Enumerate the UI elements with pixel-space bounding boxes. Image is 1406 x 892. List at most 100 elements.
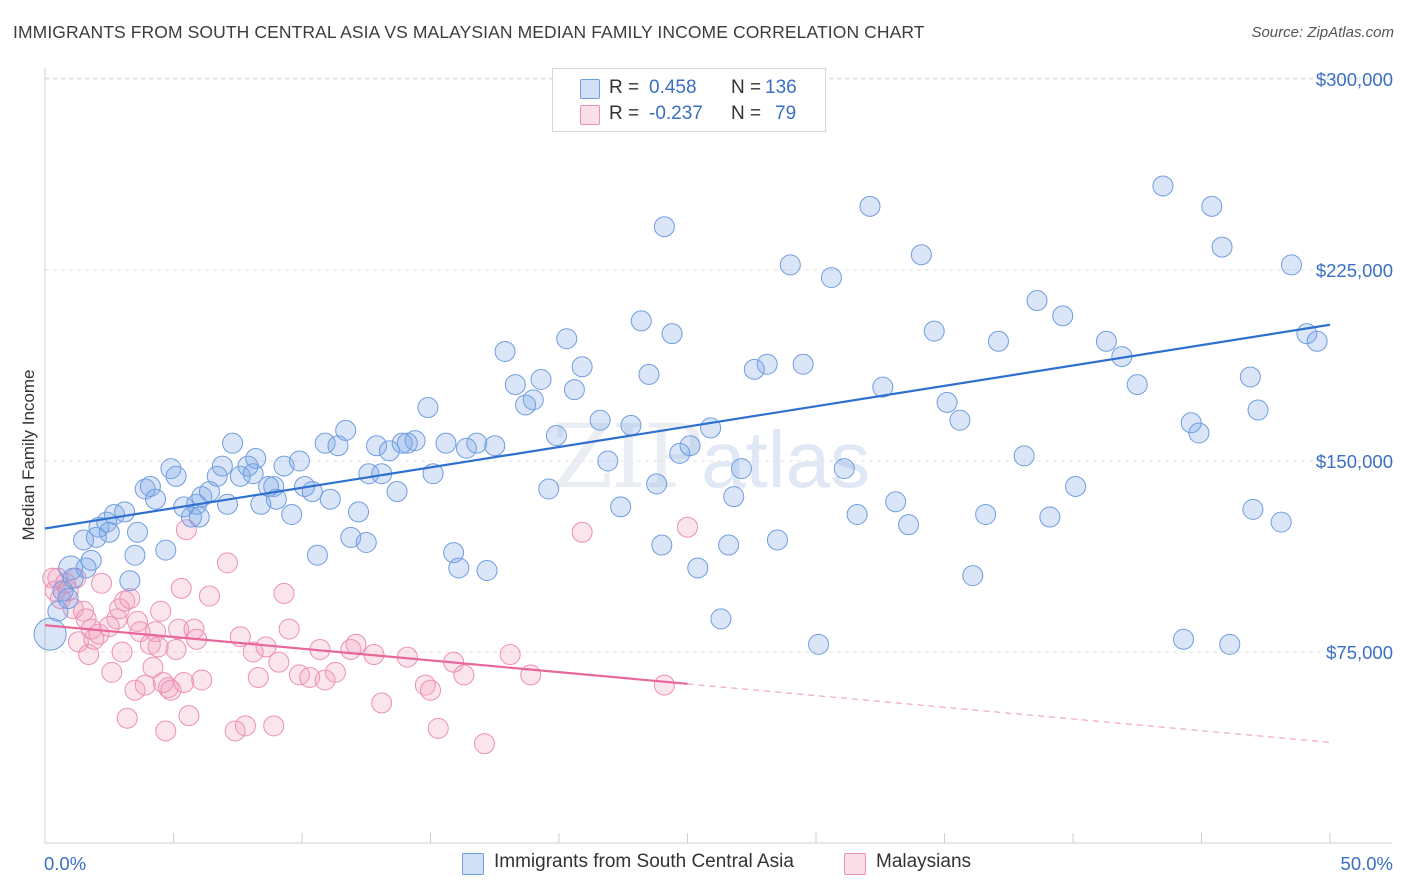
malaysian-point <box>142 656 164 678</box>
south-central-asia-point <box>288 450 310 472</box>
y-tick-label: $75,000 <box>1326 642 1393 663</box>
south-central-asia-point <box>1247 399 1269 421</box>
watermark-atlas: atlas <box>701 415 871 504</box>
south-central-asia-point <box>85 526 107 548</box>
south-central-asia-point <box>494 340 516 362</box>
south-central-asia-point <box>833 458 855 480</box>
correlation-legend: R = 0.458 N = 136 R = -0.237 N = 79 <box>552 68 826 132</box>
south-central-asia-point <box>242 463 264 485</box>
trend-line-malaysians <box>44 624 688 685</box>
south-central-asia-point <box>484 435 506 457</box>
south-central-asia-point <box>610 496 632 518</box>
legend-n-label: N = <box>731 103 762 124</box>
malaysian-point <box>42 567 64 589</box>
south-central-asia-point <box>396 432 418 454</box>
south-central-asia-point <box>1188 422 1210 444</box>
south-central-asia-point <box>756 353 778 375</box>
south-central-asia-point <box>872 376 894 398</box>
south-central-asia-point <box>1242 498 1264 520</box>
malaysian-point <box>371 692 393 714</box>
y-axis-label: Median Family Income <box>19 369 38 540</box>
malaysian-point <box>427 717 449 739</box>
tick-labels: $75,000 $150,000 $225,000 $300,000 0.0% 50.0% <box>44 69 1393 874</box>
south-central-asia-point <box>730 458 752 480</box>
south-central-asia-point <box>538 478 560 500</box>
legend-n-label: N = <box>731 77 762 98</box>
south-central-asia-point <box>448 557 470 579</box>
malaysian-point <box>571 521 593 543</box>
south-central-asia-point <box>1306 330 1328 352</box>
south-central-asia-point <box>987 330 1009 352</box>
malaysian-point <box>198 585 220 607</box>
south-central-asia-point <box>314 432 336 454</box>
south-central-asia-point <box>222 432 244 454</box>
south-central-asia-point <box>211 455 233 477</box>
south-central-asia-point <box>962 565 984 587</box>
south-central-asia-point <box>391 432 413 454</box>
south-central-asia-point <box>597 450 619 472</box>
legend-swatch-pink <box>580 105 600 125</box>
south-central-asia-point <box>165 465 187 487</box>
south-central-asia-point <box>530 369 552 391</box>
south-central-asia-point <box>898 514 920 536</box>
malaysian-point <box>288 664 310 686</box>
watermark-zip: ZIP <box>552 405 703 508</box>
south-central-asia-point <box>910 244 932 266</box>
south-central-asia-point <box>710 608 732 630</box>
south-central-asia-point <box>114 501 136 523</box>
south-central-asia-point <box>366 435 388 457</box>
south-central-asia-point <box>975 503 997 525</box>
south-central-asia-point <box>859 195 881 217</box>
south-central-asia-point <box>1201 195 1223 217</box>
south-central-asia-point <box>119 570 141 592</box>
south-central-asia-point <box>1239 366 1261 388</box>
malaysian-point <box>124 679 146 701</box>
malaysian-point <box>168 618 190 640</box>
south-central-asia-point <box>216 493 238 515</box>
south-central-asia-point <box>949 409 971 431</box>
bottom-legend-swatch-blue <box>462 853 484 875</box>
south-central-asia-point <box>1026 290 1048 312</box>
south-central-asia-point <box>651 534 673 556</box>
malaysian-point <box>160 679 182 701</box>
south-central-asia-point <box>47 600 69 622</box>
south-central-asia-point <box>646 473 668 495</box>
y-tick-label: $225,000 <box>1316 260 1393 281</box>
malaysian-point <box>127 610 149 632</box>
malaysian-point <box>67 631 89 653</box>
south-central-asia-point <box>306 544 328 566</box>
malaysian-point <box>57 580 79 602</box>
bottom-legend-label: Malaysians <box>876 851 972 872</box>
axes <box>44 68 1392 844</box>
south-central-asia-point <box>1270 511 1292 533</box>
malaysian-point <box>155 720 177 742</box>
malaysian-point <box>499 644 521 666</box>
south-central-asia-point <box>1065 475 1087 497</box>
south-central-asia-point <box>779 254 801 276</box>
malaysian-point <box>134 674 156 696</box>
south-central-asia-point <box>98 521 120 543</box>
south-central-asia-point <box>661 323 683 345</box>
south-central-asia-point <box>127 521 149 543</box>
malaysian-point <box>234 715 256 737</box>
legend-n-value: 79 <box>775 103 797 124</box>
malaysian-point <box>677 516 698 538</box>
south-central-asia-point <box>556 328 578 350</box>
south-central-asia-point <box>522 389 544 411</box>
malaysian-point <box>119 588 141 610</box>
malaysian-point <box>299 666 321 688</box>
south-central-asia-point <box>653 216 675 238</box>
source-credit: Source: ZipAtlas.com <box>1251 24 1394 41</box>
south-central-asia-point <box>245 447 267 469</box>
south-central-asia-point <box>766 529 788 551</box>
south-central-asia-point <box>1126 374 1148 396</box>
malaysian-point <box>111 641 133 663</box>
malaysian-point <box>150 600 172 622</box>
malaysian-point <box>324 661 346 683</box>
trend-lines <box>44 323 1331 743</box>
y-tick-label: $300,000 <box>1316 69 1393 90</box>
malaysian-point <box>273 582 295 604</box>
south-central-asia-point <box>923 320 945 342</box>
south-central-asia-point <box>1013 445 1035 467</box>
